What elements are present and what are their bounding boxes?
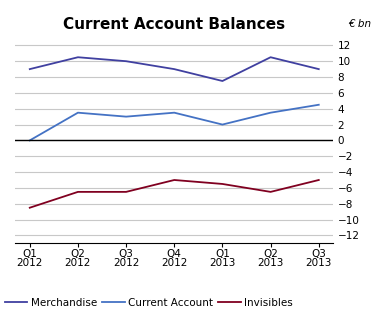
Legend: Merchandise, Current Account, Invisibles: Merchandise, Current Account, Invisibles bbox=[0, 294, 297, 312]
Title: Current Account Balances: Current Account Balances bbox=[63, 17, 285, 32]
Text: € bn: € bn bbox=[349, 19, 372, 29]
